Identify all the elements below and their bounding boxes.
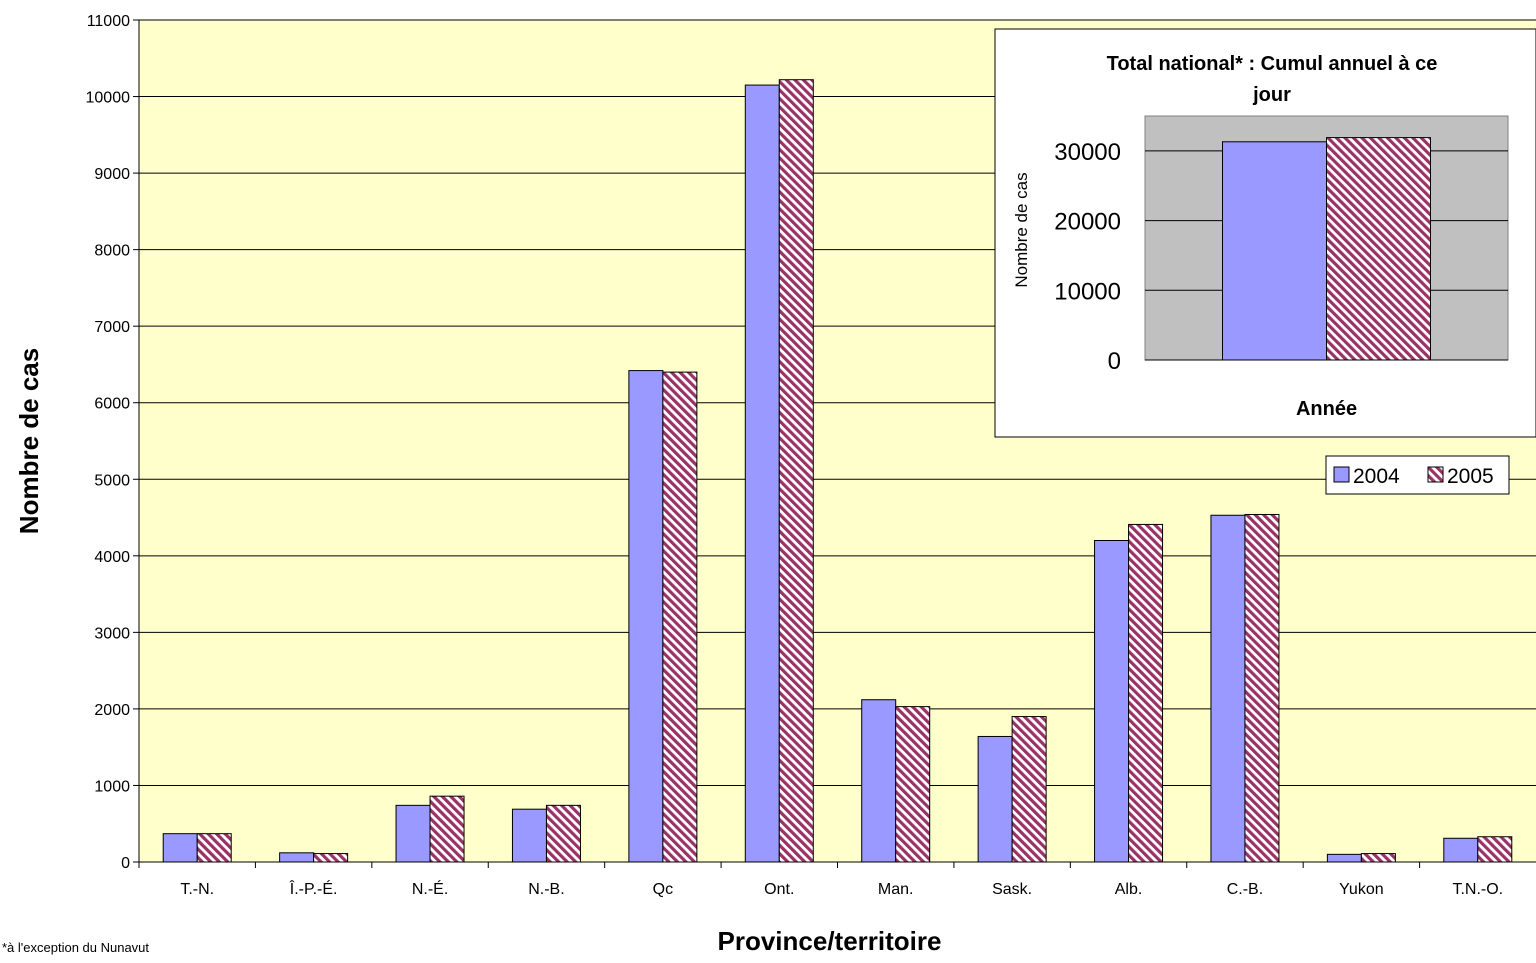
y-tick-label: 4000: [94, 549, 130, 566]
x-tick-label: N.-B.: [528, 881, 564, 898]
inset-bar-2005: [1326, 137, 1431, 361]
x-axis-title: Province/territoire: [718, 926, 942, 956]
bar-2005: [778, 79, 814, 863]
x-tick-label: T.N.-O.: [1452, 881, 1503, 898]
inset-bar-2004: [1222, 141, 1327, 361]
bar-2005: [895, 706, 931, 863]
bar-2005: [429, 795, 465, 863]
y-tick-label: 7000: [94, 319, 130, 336]
inset-chart: Total national* : Cumul annuel à ce jour 0…: [994, 28, 1536, 438]
y-tick-label: 3000: [94, 625, 130, 642]
y-tick-label: 5000: [94, 472, 130, 489]
bar-2005: [313, 853, 349, 863]
y-tick-label: 0: [121, 855, 130, 872]
bar-2005: [1011, 716, 1047, 863]
x-tick-label: Man.: [878, 881, 914, 898]
inset-x-axis-title: Année: [1296, 398, 1357, 420]
bar-2004: [1326, 853, 1362, 863]
legend: 2004 2005: [1325, 455, 1510, 495]
y-tick-label: 10000: [86, 90, 131, 107]
x-tick-label: Ont.: [764, 881, 794, 898]
y-axis-title: Nombre de cas: [14, 348, 44, 534]
bar-2004: [977, 735, 1013, 863]
bar-2004: [511, 808, 547, 863]
x-tick-label: C.-B.: [1227, 881, 1263, 898]
y-tick-label: 11000: [87, 13, 130, 30]
inset-title-line: jour: [1252, 84, 1291, 106]
x-tick-label: Alb.: [1115, 881, 1143, 898]
legend-box: [1325, 455, 1510, 495]
bar-2004: [162, 833, 198, 863]
inset-y-tick-label: 20000: [1054, 209, 1121, 236]
bar-2004: [395, 804, 431, 863]
bar-2005: [1477, 836, 1513, 863]
x-tick-label: N.-É.: [412, 879, 448, 898]
bar-2004: [1094, 540, 1130, 863]
inset-y-tick-label: 10000: [1054, 278, 1121, 305]
bar-2005: [1360, 853, 1396, 863]
x-tick-label: Sask.: [992, 881, 1032, 898]
bar-2005: [196, 833, 232, 863]
x-tick-label: Yukon: [1339, 881, 1383, 898]
bar-2004: [628, 370, 664, 863]
y-tick-label: 6000: [94, 396, 130, 413]
y-tick-label: 2000: [94, 702, 130, 719]
footnote: *à l'exception du Nunavut: [2, 940, 150, 955]
bar-2004: [1210, 514, 1246, 863]
x-tick-label: Qc: [653, 881, 673, 898]
legend-label-2004: 2004: [1353, 465, 1400, 488]
bar-2004: [861, 699, 897, 863]
bar-2005: [1128, 523, 1164, 863]
bar-2005: [662, 371, 698, 863]
inset-y-axis-title: Nombre de cas: [1012, 172, 1031, 287]
inset-y-tick-label: 30000: [1054, 139, 1121, 166]
bar-2005: [545, 804, 581, 863]
x-tick-label: T.-N.: [180, 881, 214, 898]
legend-swatch-2004: [1333, 466, 1350, 483]
y-tick-label: 9000: [94, 166, 130, 183]
bar-2004: [279, 852, 315, 863]
x-tick-label: Î.-P.-É.: [289, 879, 338, 898]
legend-label-2005: 2005: [1447, 465, 1494, 488]
bar-2005: [1244, 513, 1280, 863]
y-tick-label: 1000: [94, 778, 130, 795]
y-tick-label: 8000: [94, 243, 130, 260]
legend-swatch-2005: [1427, 466, 1444, 483]
bar-2004: [744, 84, 780, 863]
bar-2004: [1443, 837, 1479, 863]
inset-y-tick-label: 0: [1108, 348, 1121, 375]
inset-title-line: Total national* : Cumul annuel à ce: [1107, 53, 1438, 75]
